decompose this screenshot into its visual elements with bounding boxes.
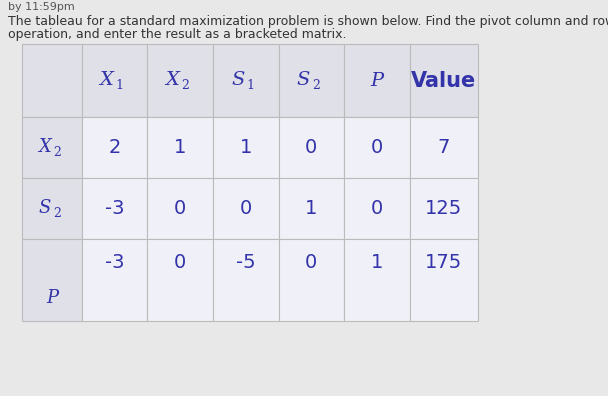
Bar [147, 178, 213, 239]
Bar [82, 239, 147, 321]
Text: 2: 2 [108, 138, 121, 157]
Bar [82, 44, 147, 117]
Text: 1: 1 [247, 79, 255, 92]
Bar [147, 239, 213, 321]
Text: 0: 0 [371, 199, 383, 218]
Text: 0: 0 [305, 253, 317, 272]
Text: X: X [165, 71, 179, 89]
Text: 1: 1 [371, 253, 383, 272]
Bar [213, 44, 278, 117]
Bar [278, 239, 344, 321]
Bar [344, 178, 410, 239]
Text: 2: 2 [53, 207, 61, 220]
Text: 1: 1 [240, 138, 252, 157]
Bar [410, 44, 478, 117]
Bar [410, 178, 478, 239]
Text: -3: -3 [105, 253, 125, 272]
Bar [147, 44, 213, 117]
Text: by 11:59pm: by 11:59pm [8, 2, 75, 12]
Bar [344, 44, 410, 117]
Text: P: P [370, 72, 384, 90]
Text: 0: 0 [174, 253, 186, 272]
Text: 0: 0 [174, 199, 186, 218]
Bar [344, 117, 410, 178]
Bar [22, 239, 82, 321]
Text: S: S [38, 199, 51, 217]
Bar [147, 117, 213, 178]
Bar [278, 178, 344, 239]
Text: 1: 1 [174, 138, 187, 157]
Text: -5: -5 [236, 253, 255, 272]
Bar [278, 44, 344, 117]
Text: S: S [297, 71, 310, 89]
Bar [213, 178, 278, 239]
Text: 2: 2 [53, 146, 61, 159]
Text: X: X [38, 138, 51, 156]
Bar [344, 239, 410, 321]
Text: 2: 2 [181, 79, 189, 92]
Bar [22, 44, 82, 117]
Text: The tableau for a standard maximization problem is shown below. Find the pivot c: The tableau for a standard maximization … [8, 15, 608, 28]
Bar [278, 117, 344, 178]
Bar [213, 239, 278, 321]
Bar [22, 117, 82, 178]
Text: -3: -3 [105, 199, 125, 218]
Text: 0: 0 [371, 138, 383, 157]
Text: X: X [100, 71, 114, 89]
Text: 0: 0 [305, 138, 317, 157]
Text: 1: 1 [305, 199, 317, 218]
Bar [22, 178, 82, 239]
Text: 1: 1 [116, 79, 123, 92]
Text: P: P [46, 289, 58, 307]
Bar [82, 117, 147, 178]
Bar [410, 117, 478, 178]
Text: S: S [232, 71, 245, 89]
Text: 125: 125 [425, 199, 463, 218]
Bar [82, 178, 147, 239]
Bar [213, 117, 278, 178]
Text: Value: Value [411, 71, 477, 91]
Text: 0: 0 [240, 199, 252, 218]
Bar [410, 239, 478, 321]
Text: 7: 7 [438, 138, 450, 157]
Text: operation, and enter the result as a bracketed matrix.: operation, and enter the result as a bra… [8, 28, 347, 41]
Text: 175: 175 [425, 253, 463, 272]
Text: 2: 2 [313, 79, 320, 92]
